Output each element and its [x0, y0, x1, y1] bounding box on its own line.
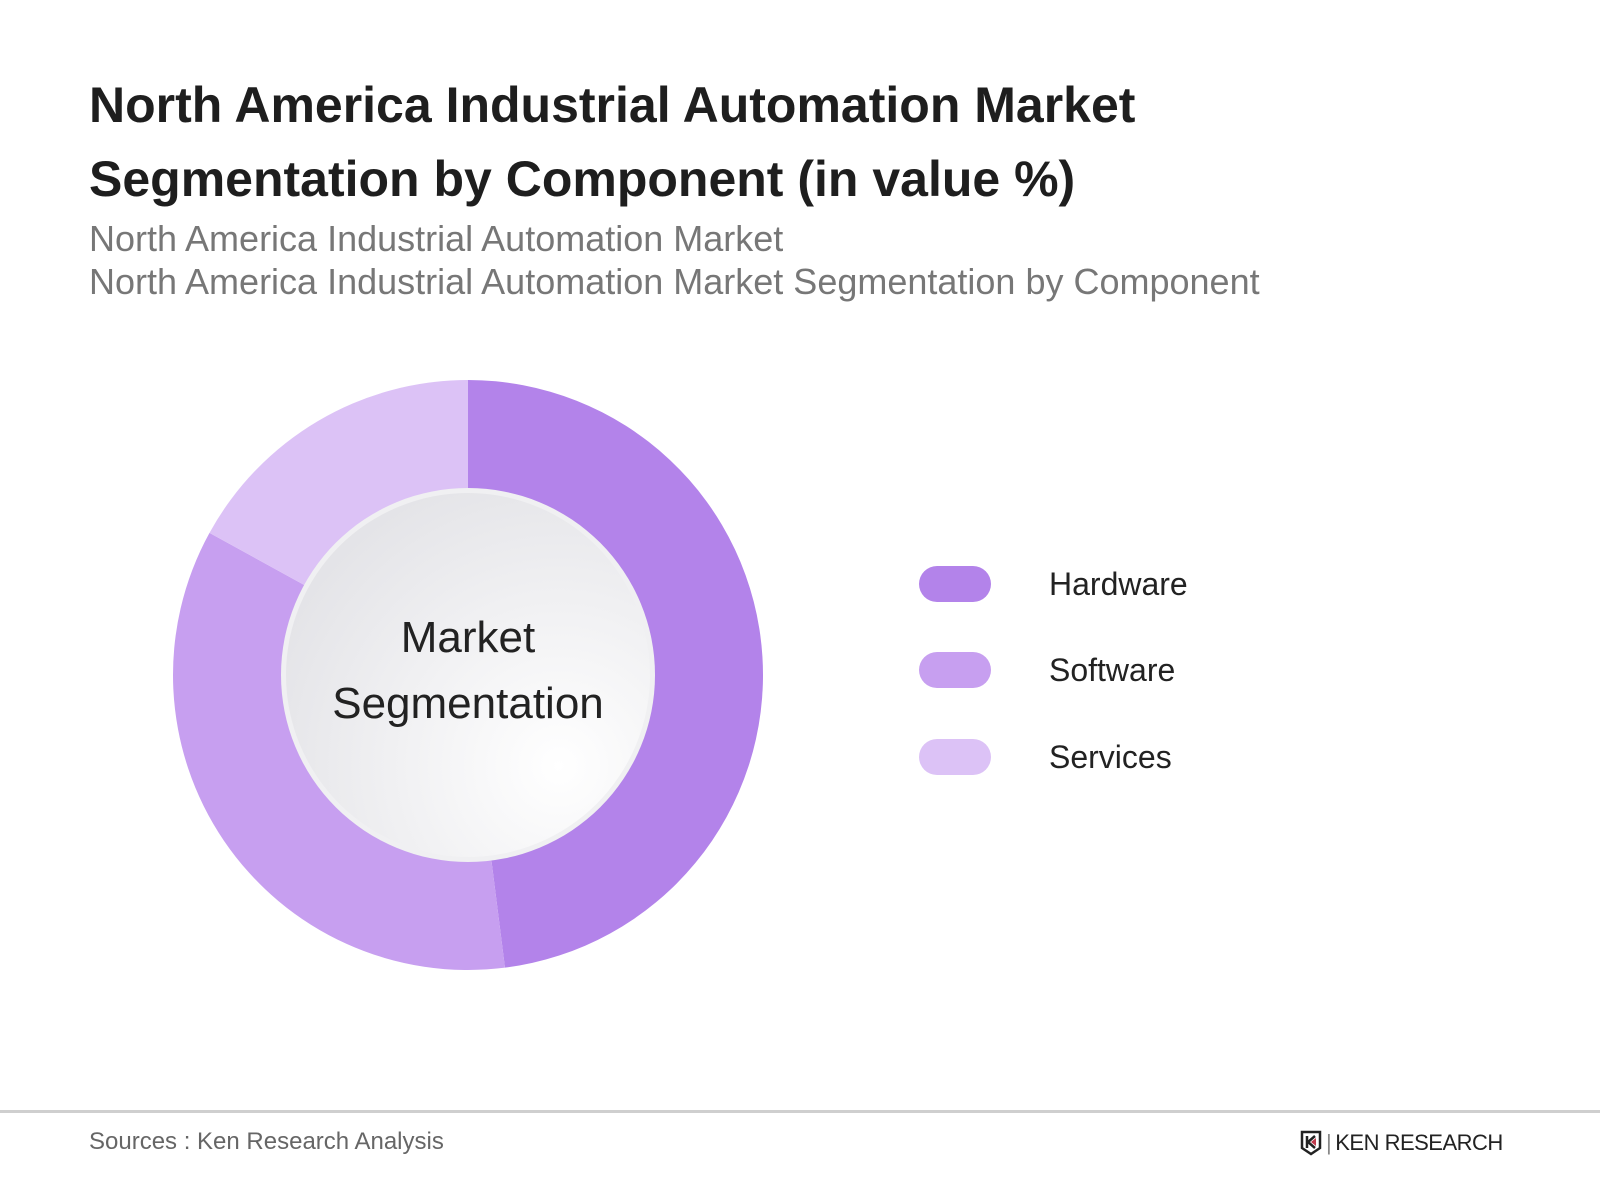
source-note: Sources : Ken Research Analysis — [89, 1128, 444, 1155]
footer-divider — [0, 1110, 1600, 1113]
legend-label: Software — [1049, 651, 1176, 688]
center-label-line-1: Market — [400, 613, 536, 662]
legend-item-software: Software — [919, 650, 1175, 690]
chart-title: North America Industrial Automation Mark… — [89, 77, 1136, 207]
legend-swatch-software — [919, 652, 991, 688]
legend-label: Hardware — [1049, 565, 1188, 602]
donut-hole — [286, 493, 650, 857]
logo-text: KEN RESEARCH — [1335, 1130, 1503, 1155]
legend-item-hardware: Hardware — [919, 564, 1188, 604]
legend-item-services: Services — [919, 737, 1172, 777]
subtitle-market: North America Industrial Automation Mark… — [89, 218, 784, 259]
center-label: Market Segmentation — [288, 605, 648, 737]
legend-swatch-services — [919, 739, 991, 775]
legend-swatch-hardware — [919, 566, 991, 602]
ken-research-logo: | KEN RESEARCH — [1300, 1130, 1503, 1156]
ken-research-logo-icon — [1300, 1130, 1322, 1156]
legend-label: Services — [1049, 738, 1172, 775]
subtitle-segmentation: North America Industrial Automation Mark… — [89, 261, 1260, 302]
center-label-line-2: Segmentation — [332, 679, 604, 728]
